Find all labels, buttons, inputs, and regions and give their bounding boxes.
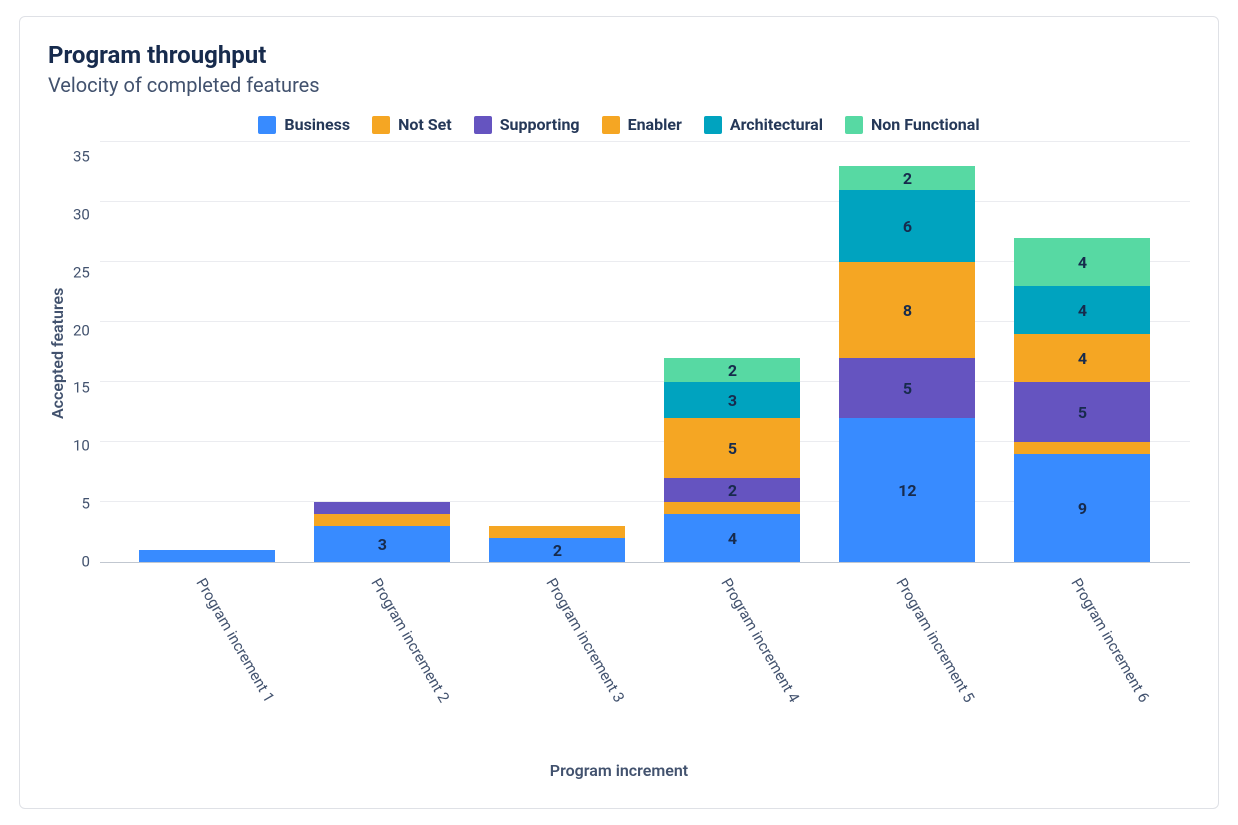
bar-segment-enabler[interactable]: 8 (839, 262, 975, 358)
y-tick: 25 (73, 265, 90, 280)
legend-item-architectural[interactable]: Architectural (704, 115, 823, 134)
y-tick: 20 (73, 323, 90, 338)
legend-label: Architectural (730, 115, 823, 134)
x-axis-label: Program increment 2 (315, 575, 451, 753)
bar-column: 95444 (1014, 238, 1150, 562)
y-tick: 15 (73, 381, 90, 396)
bar-column: 2 (489, 526, 625, 562)
stacked-bar[interactable]: 3 (314, 502, 450, 562)
legend-label: Business (284, 115, 350, 134)
y-tick: 5 (81, 497, 89, 512)
bar-segment-not_set[interactable] (314, 514, 450, 526)
x-axis-label: Program increment 6 (1015, 575, 1151, 753)
bar-segment-architectural[interactable]: 4 (1014, 286, 1150, 334)
bars-container: 324253212586295444 (100, 142, 1190, 562)
bar-segment-business[interactable]: 9 (1014, 454, 1150, 562)
bar-segment-supporting[interactable]: 2 (664, 478, 800, 502)
legend-item-not_set[interactable]: Not Set (372, 115, 452, 134)
chart-subtitle: Velocity of completed features (48, 73, 1190, 97)
bar-segment-architectural[interactable]: 6 (839, 190, 975, 262)
stacked-bar[interactable]: 95444 (1014, 238, 1150, 562)
y-tick: 10 (73, 439, 90, 454)
plot: 324253212586295444 (100, 142, 1190, 563)
bar-segment-not_set[interactable] (664, 502, 800, 514)
bar-segment-enabler[interactable]: 5 (664, 418, 800, 478)
bar-column: 3 (314, 502, 450, 562)
legend-swatch (372, 116, 390, 134)
x-axis-label: Program increment 3 (490, 575, 626, 753)
legend-swatch (704, 116, 722, 134)
legend-label: Supporting (500, 115, 580, 134)
stacked-bar[interactable]: 125862 (839, 166, 975, 562)
bar-segment-business[interactable]: 2 (489, 538, 625, 562)
bar-segment-supporting[interactable]: 5 (1014, 382, 1150, 442)
stacked-bar[interactable]: 2 (489, 526, 625, 562)
chart-title: Program throughput (48, 41, 1190, 69)
bar-segment-business[interactable] (139, 550, 275, 562)
legend-item-non_functional[interactable]: Non Functional (845, 115, 980, 134)
x-axis-labels: Program increment 1 Program increment 2 Pr… (100, 563, 1190, 753)
bar-column (139, 550, 275, 562)
y-tick: 35 (73, 150, 90, 165)
x-axis-label: Program increment 4 (665, 575, 801, 753)
bar-segment-business[interactable]: 12 (839, 418, 975, 562)
legend-swatch (845, 116, 863, 134)
x-axis-label: Program increment 5 (840, 575, 976, 753)
legend-swatch (602, 116, 620, 134)
x-axis-title: Program increment (48, 761, 1190, 780)
bar-segment-enabler[interactable]: 4 (1014, 334, 1150, 382)
stacked-bar[interactable] (139, 550, 275, 562)
bar-column: 42532 (664, 358, 800, 562)
legend-label: Not Set (398, 115, 452, 134)
chart-legend: Business Not Set Supporting Enabler Architec… (48, 115, 1190, 134)
legend-item-business[interactable]: Business (258, 115, 350, 134)
bar-segment-architectural[interactable]: 3 (664, 382, 800, 418)
legend-label: Non Functional (871, 115, 980, 134)
legend-swatch (474, 116, 492, 134)
y-axis-ticks: 35302520151050 (73, 142, 100, 562)
bar-segment-business[interactable]: 3 (314, 526, 450, 562)
bar-segment-not_set[interactable] (1014, 442, 1150, 454)
legend-swatch (258, 116, 276, 134)
legend-label: Enabler (628, 115, 682, 134)
bar-segment-business[interactable]: 4 (664, 514, 800, 562)
legend-item-supporting[interactable]: Supporting (474, 115, 580, 134)
y-axis-title: Accepted features (48, 143, 67, 563)
stacked-bar[interactable]: 42532 (664, 358, 800, 562)
bar-segment-supporting[interactable] (314, 502, 450, 514)
chart-plot-area: Accepted features 35302520151050 3242532… (48, 142, 1190, 563)
bar-segment-non_functional[interactable]: 2 (664, 358, 800, 382)
legend-item-enabler[interactable]: Enabler (602, 115, 682, 134)
bar-segment-not_set[interactable] (489, 526, 625, 538)
bar-column: 125862 (839, 166, 975, 562)
bar-segment-non_functional[interactable]: 2 (839, 166, 975, 190)
bar-segment-non_functional[interactable]: 4 (1014, 238, 1150, 286)
bar-segment-supporting[interactable]: 5 (839, 358, 975, 418)
y-tick: 30 (73, 207, 90, 222)
x-axis-label: Program increment 1 (140, 575, 276, 753)
chart-card: Program throughput Velocity of completed… (19, 16, 1219, 809)
y-tick: 0 (81, 554, 89, 569)
